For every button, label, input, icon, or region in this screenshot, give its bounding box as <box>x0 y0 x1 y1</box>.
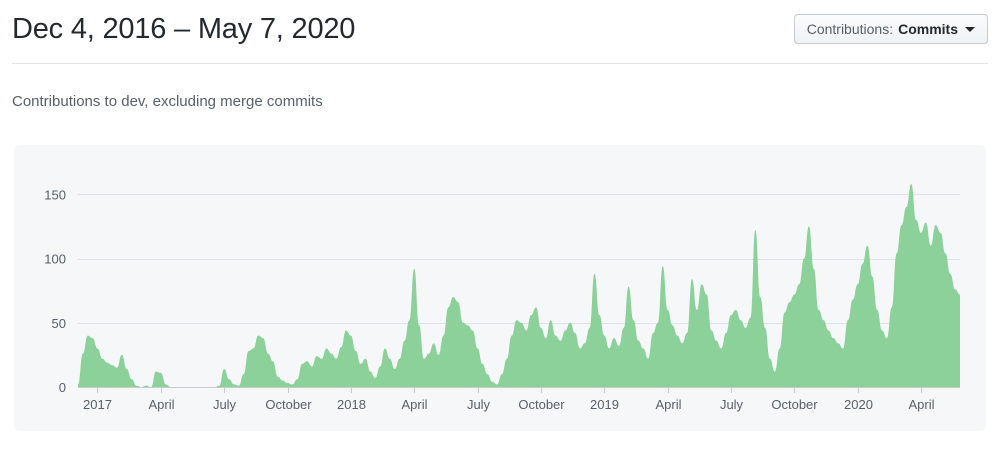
contributions-type-dropdown[interactable]: Contributions: Commits <box>793 14 988 44</box>
chart-y-tick-labels: 0 50 100 150 <box>44 187 66 395</box>
x-tick-label: October <box>265 397 312 412</box>
y-tick-label: 150 <box>44 187 66 202</box>
x-tick-label: April <box>908 397 934 412</box>
x-tick-label: April <box>401 397 427 412</box>
x-tick-label: July <box>720 397 744 412</box>
chart-x-tick-labels: 2017 April July October 2018 April July October… <box>83 397 935 412</box>
x-tick-label: 2017 <box>83 397 112 412</box>
x-tick-label: October <box>771 397 818 412</box>
contributions-area-chart[interactable]: 0 50 100 150 2017 April July October 2018 April J… <box>14 145 986 431</box>
x-tick-label: October <box>518 397 565 412</box>
chart-subtitle: Contributions to dev, excluding merge co… <box>12 93 323 110</box>
page-title: Dec 4, 2016 – May 7, 2020 <box>12 13 356 45</box>
contributions-dropdown-label: Contributions: <box>806 21 894 37</box>
y-tick-label: 0 <box>59 380 66 395</box>
chevron-down-icon <box>965 26 975 32</box>
chart-area-series <box>78 183 960 387</box>
chart-x-axis <box>78 387 960 393</box>
x-tick-label: 2018 <box>337 397 366 412</box>
y-tick-label: 100 <box>44 252 66 267</box>
x-tick-label: 2019 <box>590 397 619 412</box>
y-tick-label: 50 <box>52 316 66 331</box>
chart-gridlines <box>78 194 960 324</box>
x-tick-label: April <box>148 397 174 412</box>
x-tick-label: July <box>467 397 491 412</box>
x-tick-label: July <box>213 397 237 412</box>
header-divider <box>12 63 988 64</box>
x-tick-label: 2020 <box>844 397 873 412</box>
x-tick-label: April <box>655 397 681 412</box>
contributions-dropdown-value: Commits <box>898 21 958 37</box>
contributions-chart-card: 0 50 100 150 2017 April July October 2018 April J… <box>14 145 986 431</box>
page-header: Dec 4, 2016 – May 7, 2020 Contributions:… <box>12 0 988 64</box>
